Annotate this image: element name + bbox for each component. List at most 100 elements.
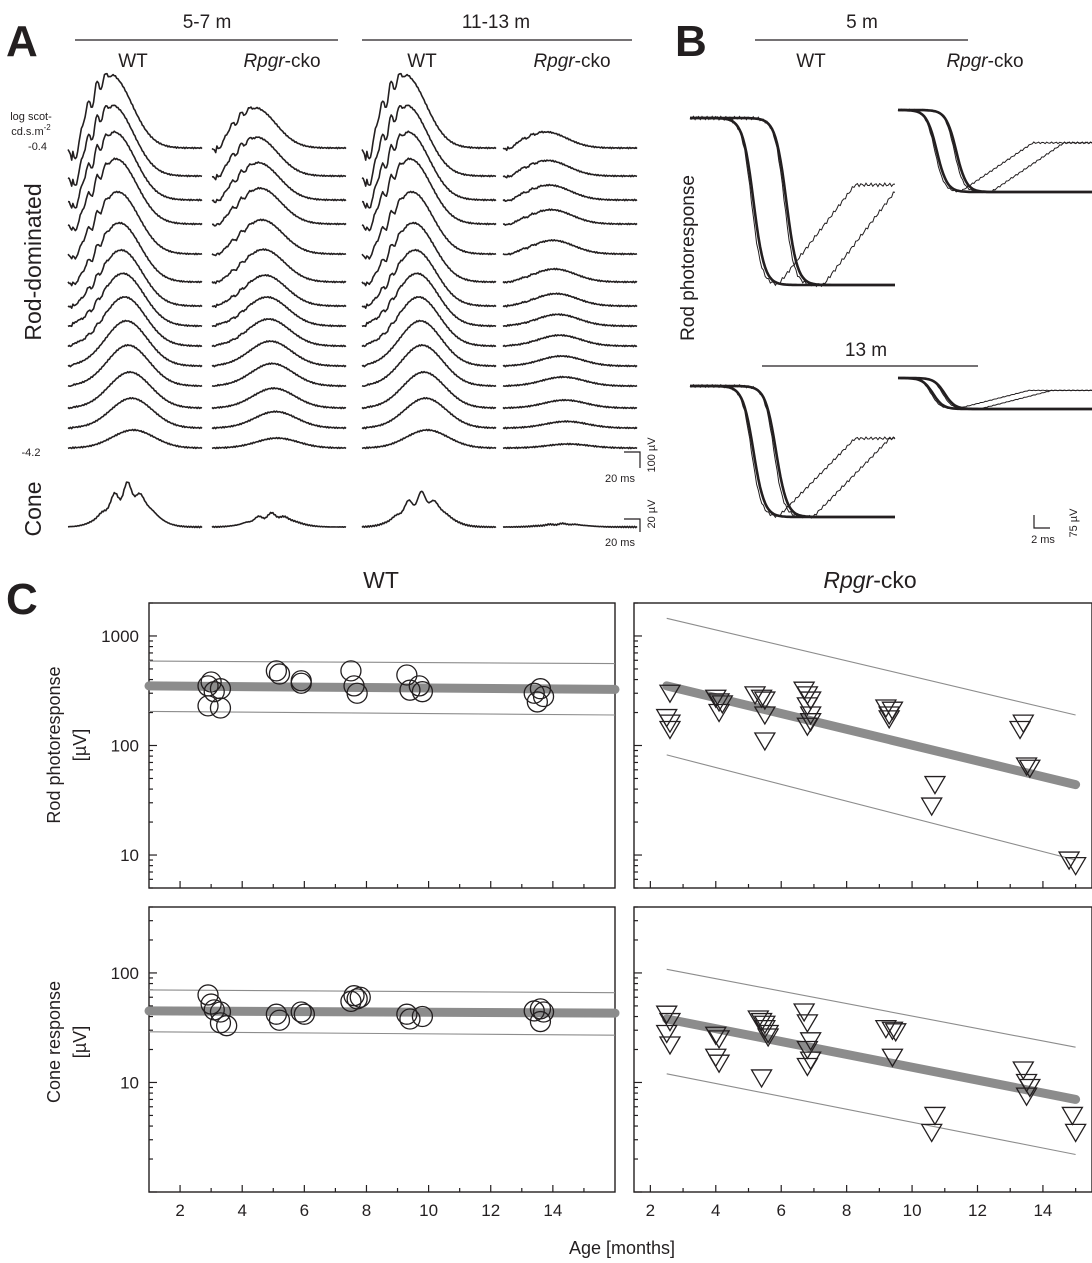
- col-label-cko-old: Rpgr-cko: [533, 51, 610, 72]
- photoresponse-trace: [689, 383, 896, 519]
- data-point: [756, 1028, 780, 1048]
- photoresponse-trace: [897, 377, 1092, 410]
- erg-rod-trace: [211, 362, 347, 388]
- data-point: [796, 717, 819, 737]
- erg-rod-trace: [211, 161, 347, 204]
- data-point: [265, 660, 288, 682]
- data-point: [750, 1069, 773, 1089]
- x-tick-label: 4: [237, 1201, 246, 1220]
- data-point: [920, 1123, 943, 1143]
- erg-rod-trace: [211, 218, 347, 257]
- group-label-old: 11-13 m: [462, 12, 530, 33]
- erg-rod-trace: [67, 370, 203, 410]
- cone-ylabel-line2: [µV]: [70, 1026, 90, 1058]
- erg-rod-trace: [361, 72, 497, 161]
- intensity-label-line1: log scot-: [10, 111, 52, 123]
- data-point: [340, 660, 362, 682]
- panel-c: C WT Rpgr-cko Rod photoresponse [µV] Con…: [6, 567, 1092, 1258]
- x-tick-label: 4: [711, 1201, 720, 1220]
- data-point: [707, 693, 731, 713]
- erg-rod-trace: [502, 183, 638, 202]
- erg-rod-trace: [502, 354, 638, 368]
- regression-fit-line: [662, 681, 1081, 790]
- erg-rod-trace: [361, 319, 497, 368]
- data-point: [399, 1008, 421, 1030]
- x-tick-label: 2: [175, 1201, 184, 1220]
- confidence-band-upper: [666, 617, 1076, 716]
- erg-rod-trace: [211, 410, 347, 430]
- c-scatter-plots: 10 100 1000 2 4 6 8 10 12 14 10 100 2 4 6 8 10 12 14: [101, 602, 1092, 1220]
- x-tick-label: 12: [481, 1201, 500, 1220]
- erg-rod-trace: [502, 267, 638, 284]
- data-point: [743, 686, 767, 706]
- data-point: [532, 1001, 555, 1023]
- cko-italic: Rpgr: [823, 567, 874, 593]
- data-point: [209, 678, 232, 700]
- photoresponse-fit: [690, 384, 895, 519]
- erg-rod-trace: [211, 106, 347, 154]
- erg-rod-trace: [211, 436, 347, 450]
- regression-fit-line: [144, 1006, 620, 1018]
- data-point: [884, 1023, 907, 1043]
- erg-rod-trace: [211, 318, 347, 348]
- data-point: [655, 1024, 678, 1044]
- erg-rod-trace: [361, 296, 497, 348]
- data-point: [874, 699, 898, 719]
- age-label-top: 5 m: [846, 12, 878, 33]
- x-tick-label: 10: [419, 1201, 438, 1220]
- erg-rod-trace: [502, 442, 638, 450]
- y-tick-label: 10: [120, 1073, 139, 1092]
- data-point: [293, 1003, 315, 1025]
- panel-b-letter: B: [675, 17, 707, 66]
- erg-traces: [67, 72, 638, 529]
- y-tick-label: 100: [111, 737, 139, 756]
- cko-suffix: -cko: [873, 567, 916, 593]
- data-point: [529, 1010, 552, 1033]
- data-point: [796, 1040, 819, 1060]
- erg-rod-trace: [502, 420, 638, 430]
- erg-rod-trace: [211, 340, 347, 368]
- cko-italic: Rpgr: [946, 51, 988, 72]
- photoresponse-fit: [898, 376, 1092, 411]
- cko-suffix: -cko: [575, 51, 611, 72]
- erg-rod-trace: [67, 221, 203, 287]
- data-point: [655, 708, 678, 728]
- col-label-cko-young: Rpgr-cko: [243, 51, 320, 72]
- erg-rod-trace: [67, 104, 203, 187]
- data-point: [523, 682, 545, 704]
- row-label-rod: Rod-dominated: [20, 183, 46, 340]
- data-point: [750, 1012, 773, 1032]
- data-point: [753, 1015, 776, 1035]
- photoresponse-trace: [689, 383, 896, 519]
- data-point: [1012, 1061, 1035, 1081]
- panel-b: B 5 m WT Rpgr-cko 13 m Rod photoresponse…: [675, 12, 1092, 546]
- rod-ylabel-line1: Rod photoresponse: [44, 666, 64, 823]
- data-point: [268, 1009, 291, 1031]
- scale-bar-rod: [624, 451, 641, 468]
- b-photoresponse-traces: [689, 108, 1092, 519]
- data-point: [658, 1036, 682, 1056]
- data-point: [1057, 851, 1081, 871]
- erg-rod-trace: [361, 157, 497, 232]
- data-point: [707, 1030, 731, 1050]
- rod-ylabel-line2: [µV]: [70, 729, 90, 761]
- photoresponse-trace: [897, 108, 1092, 194]
- data-point: [658, 684, 682, 704]
- x-tick-label: 12: [968, 1201, 987, 1220]
- age-label-bottom: 13 m: [845, 340, 887, 361]
- x-tick-label: 10: [903, 1201, 922, 1220]
- plot-C-rod-Rpgr-cko: [633, 602, 1092, 889]
- data-point: [658, 1012, 682, 1032]
- data-point: [290, 1001, 312, 1023]
- cko-italic: Rpgr: [243, 51, 285, 72]
- scale-bar-cone: [624, 518, 641, 532]
- data-point: [526, 691, 548, 713]
- col-label-wt-young: WT: [118, 51, 148, 72]
- erg-rod-trace: [502, 239, 638, 256]
- erg-rod-trace: [67, 272, 203, 328]
- data-point: [346, 682, 368, 704]
- data-point: [197, 695, 219, 717]
- erg-rod-trace: [67, 72, 203, 161]
- erg-rod-trace: [67, 157, 203, 232]
- b-scale-time: 2 ms: [1031, 534, 1055, 546]
